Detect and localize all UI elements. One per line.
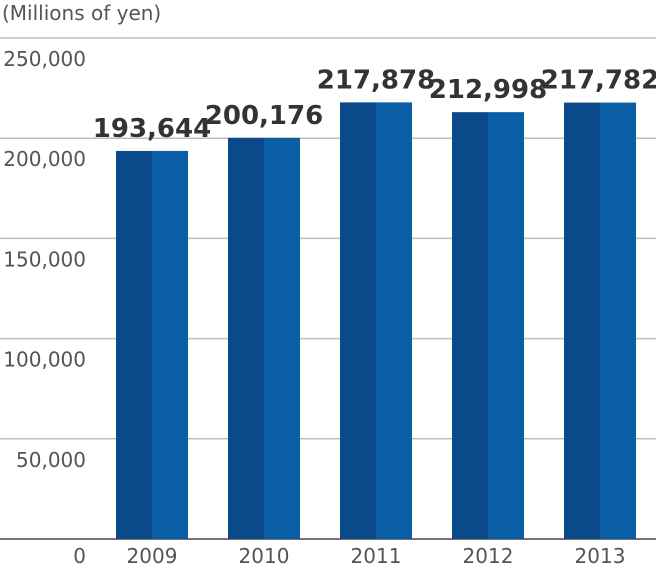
bars [116,102,636,539]
bar-2012 [452,112,524,539]
y-tick-label: 0 [73,544,86,568]
data-label: 200,176 [205,101,323,131]
bar-2009 [116,150,188,539]
y-axis-tick-labels: 0 50,000 100,000 150,000 200,000 250,000 [3,47,86,568]
unit-label: (Millions of yen) [2,1,161,25]
y-tick-label: 200,000 [3,147,86,171]
bar-left-half [452,112,488,539]
data-label: 217,782 [541,66,656,96]
data-label: 217,878 [317,65,435,95]
bar-right-half [488,112,524,539]
y-tick-label: 50,000 [16,448,86,472]
y-tick-label: 100,000 [3,348,86,372]
x-tick-label: 2009 [127,544,178,568]
bar-left-half [116,150,152,539]
bar-left-half [228,137,264,539]
bar-right-half [376,102,412,539]
gridlines [0,37,656,540]
x-tick-label: 2011 [351,544,402,568]
y-tick-label: 250,000 [3,47,86,71]
data-label: 193,644 [93,114,211,144]
x-tick-label: 2010 [239,544,290,568]
x-tick-label: 2013 [575,544,626,568]
bar-2011 [340,102,412,539]
bar-right-half [152,150,188,539]
data-label: 212,998 [429,75,547,105]
x-tick-label: 2012 [463,544,514,568]
y-tick-label: 150,000 [3,247,86,271]
bar-right-half [264,137,300,539]
bar-2013 [564,102,636,539]
bar-left-half [564,102,600,539]
x-axis-tick-labels: 2009 2010 2011 2012 2013 [127,544,626,568]
bar-right-half [600,102,636,539]
bar-left-half [340,102,376,539]
bar-2010 [228,137,300,539]
